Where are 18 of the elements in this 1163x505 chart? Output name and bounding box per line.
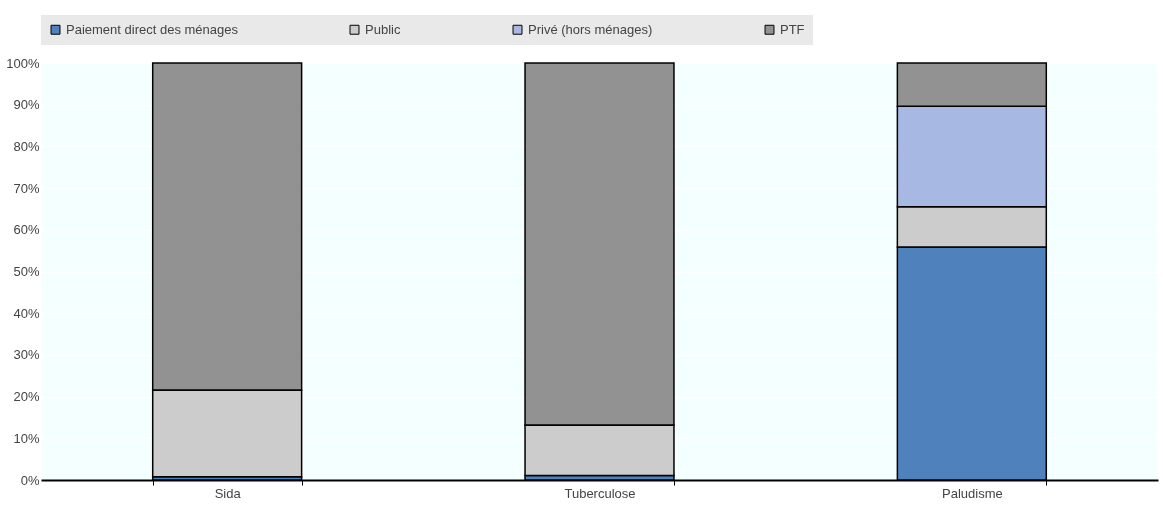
y-tick-label: 80% xyxy=(13,138,40,154)
y-tick-label: 50% xyxy=(13,264,40,279)
y-tick-label: 100% xyxy=(6,55,40,71)
y-tick-label: 10% xyxy=(13,430,40,446)
x-tick-label: Tuberculose xyxy=(564,485,636,501)
y-tick-label: 40% xyxy=(13,305,40,321)
legend-label: Privé (hors ménages) xyxy=(528,21,653,37)
y-tick-label: 20% xyxy=(13,389,40,405)
y-tick-label: 0% xyxy=(20,472,40,488)
x-tick-label: Sida xyxy=(214,485,242,501)
y-tick-label: 90% xyxy=(13,97,40,113)
y-tick-label: 30% xyxy=(13,347,40,363)
legend-label: Public xyxy=(365,21,401,37)
y-tick-label: 60% xyxy=(13,222,40,238)
y-tick-label: 70% xyxy=(13,180,40,196)
legend-label: PTF xyxy=(780,21,805,37)
x-tick-label: Paludisme xyxy=(941,485,1003,501)
legend-label: Paiement direct des ménages xyxy=(66,21,239,37)
